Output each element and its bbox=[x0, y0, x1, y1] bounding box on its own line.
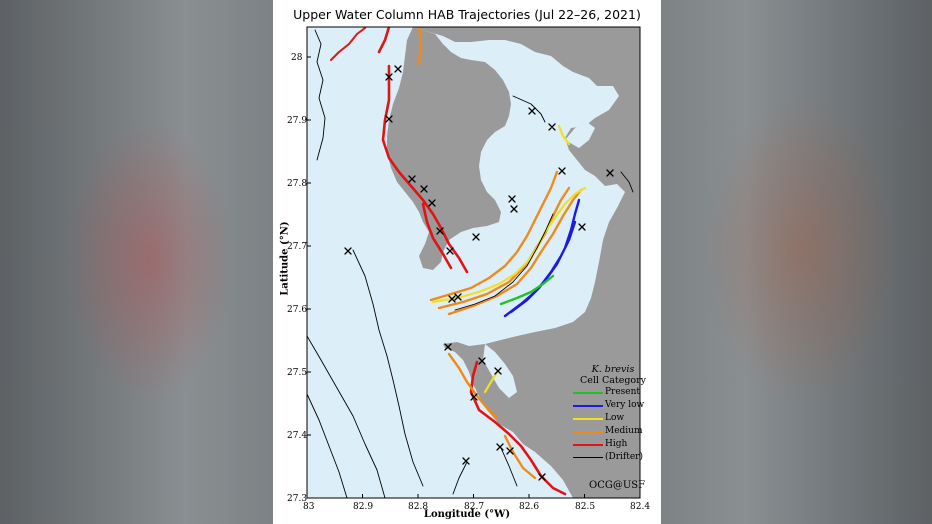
map-figure: Upper Water Column HAB Trajectories (Jul… bbox=[273, 0, 661, 524]
legend-label-low: Low bbox=[605, 413, 625, 423]
y-tick-27-5: 27.5 bbox=[287, 368, 307, 378]
drifter-markers bbox=[344, 65, 614, 481]
legend-swatch-low bbox=[573, 418, 603, 420]
legend-swatch-very-low bbox=[573, 405, 603, 407]
x-tick-83: 83 bbox=[303, 502, 315, 512]
x-tick-82-7: 82.7 bbox=[464, 502, 484, 512]
y-tick-27-4: 27.4 bbox=[287, 431, 307, 441]
y-tick-28: 28 bbox=[291, 53, 303, 63]
legend-item-present: Present bbox=[571, 386, 655, 399]
trajectory-very-low bbox=[503, 198, 581, 318]
legend-label-drifter: (Drifter) bbox=[605, 452, 643, 462]
legend-label-very-low: Very low bbox=[605, 400, 645, 410]
legend-swatch-present bbox=[573, 392, 603, 394]
legend-swatch-medium bbox=[573, 431, 603, 433]
legend-item-drifter: (Drifter) bbox=[571, 451, 655, 464]
trajectory-high bbox=[377, 27, 567, 496]
x-tick-82-6: 82.6 bbox=[519, 502, 539, 512]
legend-subtitle: Cell Category bbox=[579, 375, 647, 386]
legend-item-very-low: Very low bbox=[571, 399, 655, 412]
y-tick-27-3: 27.3 bbox=[287, 494, 307, 504]
x-axis bbox=[306, 494, 641, 498]
legend-species: K. brevis bbox=[591, 364, 635, 375]
x-tick-82-4: 82.4 bbox=[630, 502, 650, 512]
pinellas-land bbox=[387, 27, 511, 270]
florida-land bbox=[413, 27, 640, 498]
legend-label-high: High bbox=[605, 439, 628, 449]
trajectory-drifter bbox=[307, 29, 634, 498]
legend-item-high: High bbox=[571, 438, 655, 451]
trajectory-present bbox=[499, 274, 555, 306]
legend-label-present: Present bbox=[605, 387, 641, 397]
map-title: Upper Water Column HAB Trajectories (Jul… bbox=[293, 7, 641, 22]
legend-item-medium: Medium bbox=[571, 425, 655, 438]
trajectory-low bbox=[431, 124, 587, 394]
map-canvas: 83 82.9 82.8 82.7 82.6 82.5 82.4 28 27.9… bbox=[287, 26, 650, 512]
y-tick-27-9: 27.9 bbox=[287, 116, 307, 126]
legend-swatch-high bbox=[573, 444, 603, 446]
legend-swatch-drifter bbox=[573, 457, 603, 458]
legend-title: K. brevis Cell Category bbox=[571, 364, 655, 386]
sarasota-bay bbox=[483, 344, 517, 398]
tampa-bay bbox=[467, 92, 599, 306]
y-axis bbox=[307, 56, 311, 499]
y-axis-label: Latitude (°N) bbox=[279, 221, 291, 296]
credit-label: OCG@USF bbox=[589, 480, 646, 491]
legend-item-low: Low bbox=[571, 412, 655, 425]
x-axis-label: Longitude (°W) bbox=[423, 509, 511, 520]
x-tick-82-5: 82.5 bbox=[575, 502, 595, 512]
old-tampa-bay bbox=[511, 72, 535, 96]
hillsborough-bay bbox=[565, 122, 595, 148]
legend: K. brevis Cell Category Present Very low… bbox=[571, 364, 655, 464]
x-tick-82-9: 82.9 bbox=[353, 502, 373, 512]
y-tick-27-6: 27.6 bbox=[287, 305, 307, 315]
y-tick-27-7: 27.7 bbox=[287, 242, 307, 252]
x-tick-82-8: 82.8 bbox=[408, 502, 428, 512]
trajectory-high-2 bbox=[330, 27, 366, 61]
y-tick-27-8: 27.8 bbox=[287, 179, 307, 189]
legend-label-medium: Medium bbox=[605, 426, 643, 436]
